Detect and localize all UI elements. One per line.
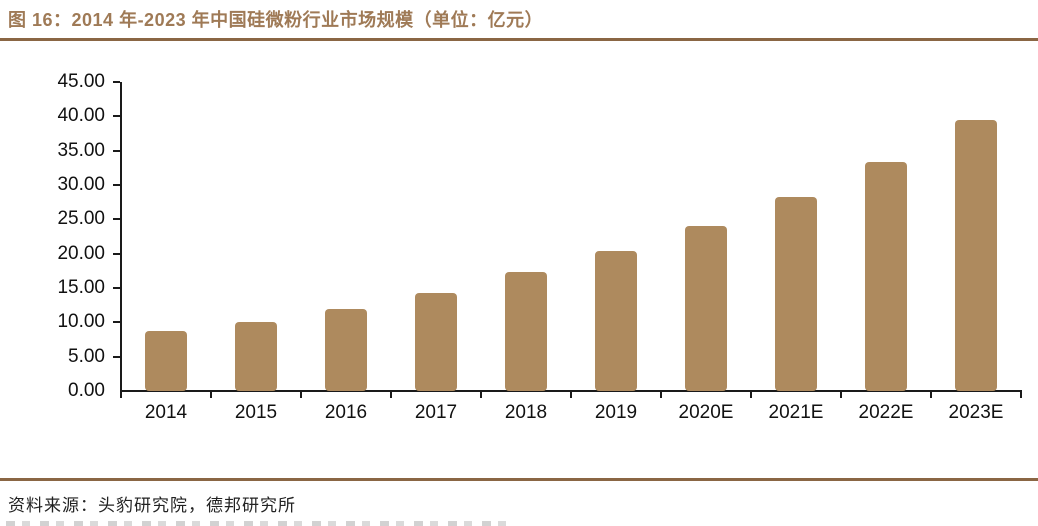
bar-2015	[235, 322, 277, 391]
y-axis-tick	[113, 321, 120, 324]
bar-2017	[415, 293, 457, 391]
x-axis-category-label: 2017	[414, 402, 458, 423]
y-axis-tick-label: 15.00	[57, 277, 105, 298]
x-axis-category-label: 2019	[594, 402, 638, 423]
x-axis-category-label: 2014	[144, 402, 188, 423]
x-axis-tick	[570, 391, 572, 398]
y-axis-tick	[113, 355, 120, 358]
x-axis-category-label: 2023E	[948, 402, 1004, 423]
bar-2023E	[955, 120, 997, 391]
x-axis-tick	[1020, 391, 1022, 398]
bar-2018	[505, 272, 547, 391]
figure-title: 图 16：2014 年-2023 年中国硅微粉行业市场规模（单位：亿元）	[8, 10, 544, 30]
y-axis-line	[120, 82, 122, 392]
y-axis-tick-label: 40.00	[57, 105, 105, 127]
y-axis-tick-label: 5.00	[68, 345, 105, 367]
bar-2014	[145, 330, 187, 391]
y-axis-tick-label: 0.00	[68, 380, 105, 401]
footer-divider-line	[0, 478, 1038, 481]
x-axis-category-label: 2015	[234, 402, 278, 423]
x-axis-category-label: 2021E	[768, 402, 824, 423]
y-axis-tick	[113, 81, 120, 83]
y-axis-tick-label: 25.00	[57, 208, 105, 230]
y-axis-tick	[113, 287, 120, 289]
y-axis-tick-label: 20.00	[57, 242, 105, 264]
y-axis-tick	[113, 149, 120, 152]
y-axis-tick	[113, 218, 120, 221]
title-divider-line	[0, 38, 1038, 41]
bar-2016	[325, 308, 367, 391]
bar-2021E	[775, 196, 817, 391]
y-axis-tick-label: 35.00	[57, 139, 105, 161]
x-axis-tick	[750, 391, 752, 398]
x-axis-tick	[930, 391, 932, 398]
x-axis-tick	[840, 391, 842, 398]
x-axis-tick	[660, 391, 662, 398]
y-axis-tick	[113, 184, 120, 186]
clipped-text-row	[6, 521, 511, 526]
bar-2019	[595, 250, 637, 391]
x-axis-category-label: 2020E	[678, 402, 734, 423]
x-axis-category-label: 2022E	[858, 402, 914, 423]
y-axis-tick-label: 10.00	[57, 311, 105, 333]
y-axis-tick-label: 45.00	[57, 71, 105, 92]
x-axis-category-label: 2016	[324, 402, 368, 423]
x-axis-tick	[120, 391, 122, 398]
x-axis-tick	[300, 391, 302, 398]
x-axis-tick	[390, 391, 392, 398]
y-axis-tick	[113, 115, 120, 118]
x-axis-category-label: 2018	[504, 402, 548, 423]
y-axis-tick-label: 30.00	[57, 174, 105, 195]
bar-2020E	[685, 226, 727, 391]
x-axis-tick	[210, 391, 212, 398]
bar-2022E	[865, 161, 907, 391]
x-axis-tick	[480, 391, 482, 398]
y-axis-tick	[113, 252, 120, 255]
source-note: 资料来源：头豹研究院，德邦研究所	[8, 496, 296, 515]
bar-chart: 0.00 5.00 10.00 15.00 20.00 25.00 30.00 35.00 40…	[0, 50, 1038, 478]
